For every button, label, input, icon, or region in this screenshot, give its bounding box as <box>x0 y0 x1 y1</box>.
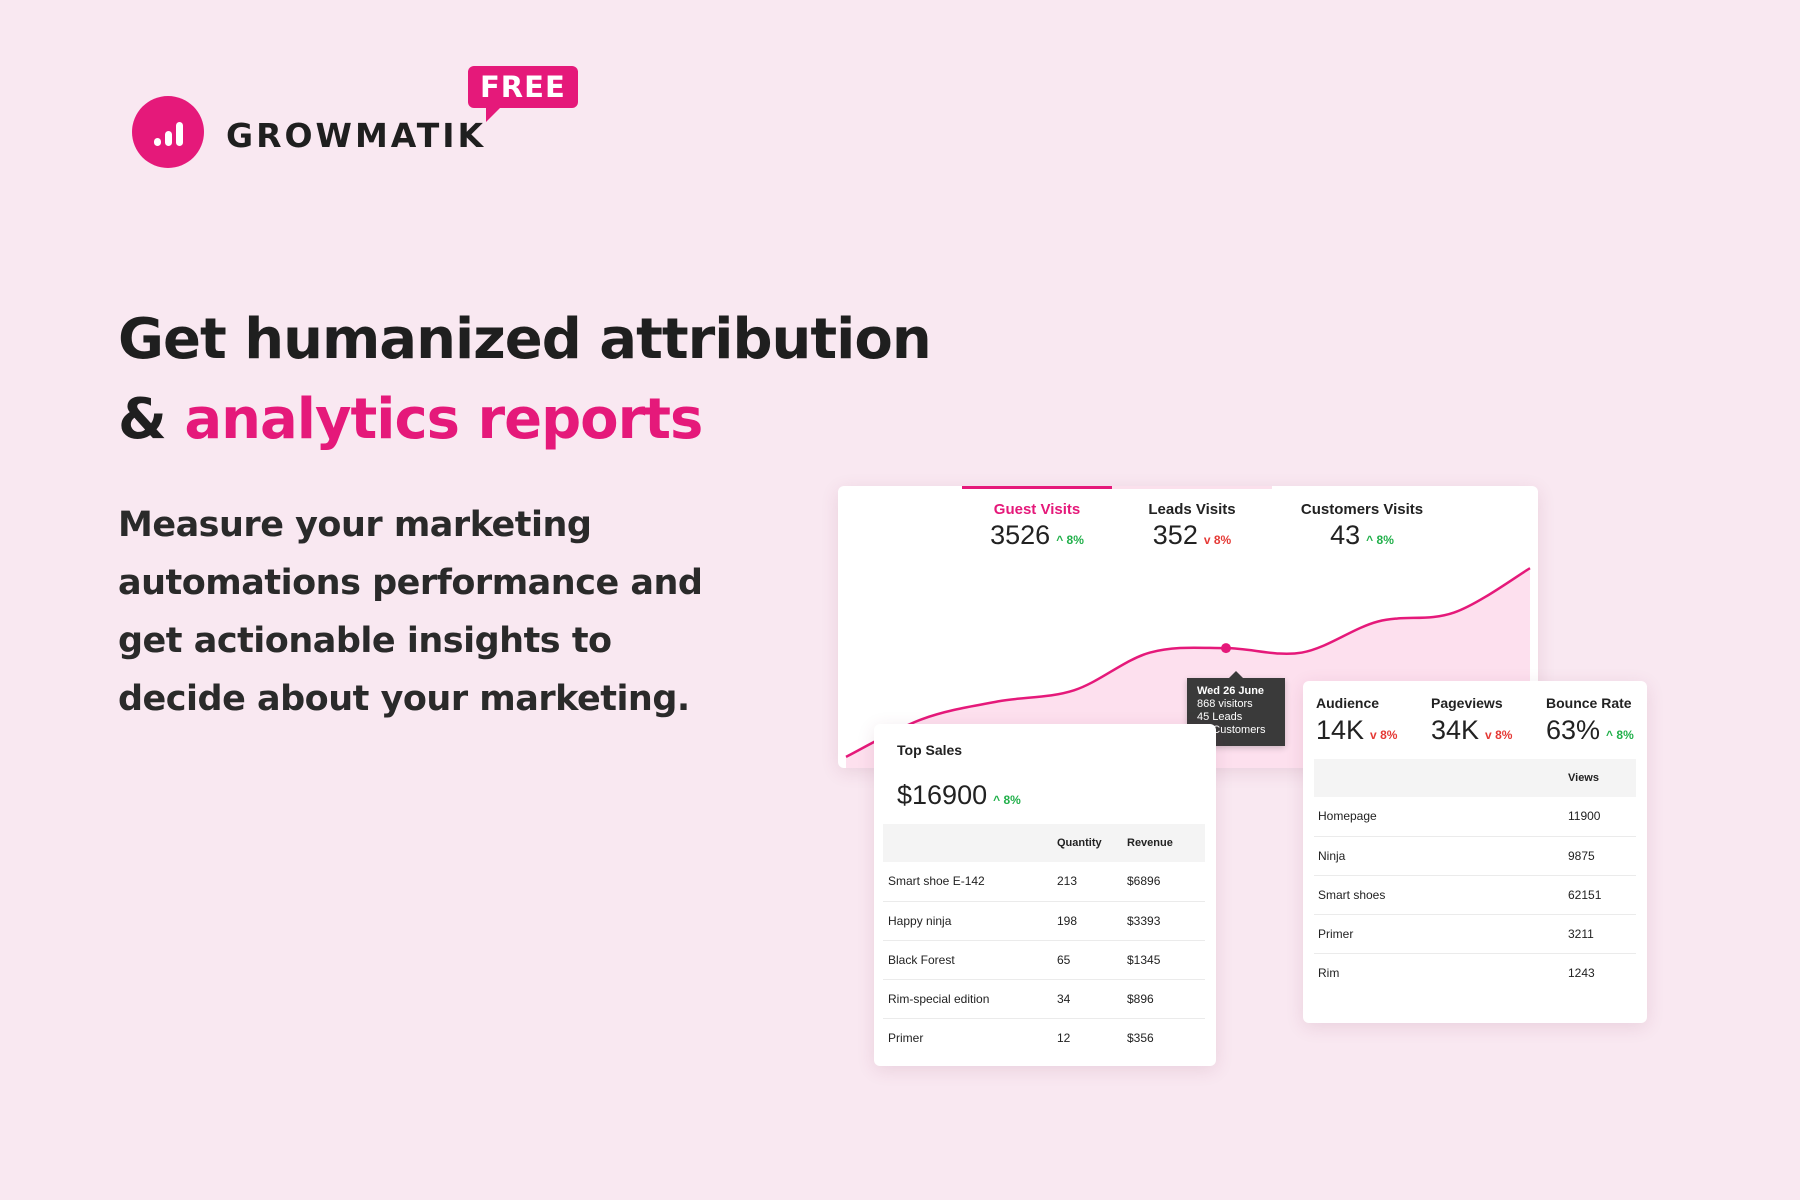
page-cell: Primer <box>1314 913 1568 953</box>
tab-value: 43 <box>1330 520 1361 550</box>
tooltip-visitors: 868 visitors <box>1197 698 1253 710</box>
delta-down-icon: v 8% <box>1370 728 1398 742</box>
column-header <box>883 824 1057 862</box>
tab-label: Guest Visits <box>993 501 1081 518</box>
sales-total-value: $16900 <box>897 780 988 810</box>
column-header-views: Views <box>1568 772 1599 784</box>
views-cell: 11900 <box>1568 809 1601 824</box>
column-header <box>1314 759 1568 797</box>
free-badge: FREE <box>468 66 578 122</box>
quantity-cell: 34 <box>1057 978 1127 1018</box>
product-cell: Black Forest <box>883 939 1057 979</box>
table-row[interactable]: Smart shoes 62151 <box>1314 874 1636 914</box>
tooltip-leads: 45 Leads <box>1197 711 1243 723</box>
top-sales-title: Top Sales <box>897 742 963 758</box>
revenue-cell: $1345 <box>1127 939 1205 979</box>
headline-accent: analytics reports <box>184 387 703 452</box>
top-sales-table: Quantity Revenue Smart shoe E-142 213 $6… <box>883 824 1205 1057</box>
delta-up-icon: ^ 8% <box>1606 728 1634 742</box>
delta-down-icon: v 8% <box>1485 728 1513 742</box>
kpi-value: 14K <box>1316 715 1365 745</box>
tab-guest-visits[interactable]: Guest Visits 3526 ^ 8% <box>962 486 1112 576</box>
headline-line1: Get humanized attribution <box>118 307 932 372</box>
table-row[interactable]: Primer 12 $356 <box>883 1017 1205 1057</box>
pageviews-table: Views Homepage 11900 Ninja 9875 Smart sh… <box>1314 759 1636 992</box>
product-cell: Happy ninja <box>883 900 1057 940</box>
bar-chart-icon <box>132 96 204 168</box>
tab-customers-visits[interactable]: Customers Visits 43 ^ 8% <box>1272 486 1452 576</box>
table-row[interactable]: Black Forest 65 $1345 <box>883 939 1205 979</box>
table-row[interactable]: Smart shoe E-142 213 $6896 <box>883 862 1205 901</box>
views-cell: 9875 <box>1568 835 1636 875</box>
views-cell: 62151 <box>1568 874 1636 914</box>
top-sales-total: $16900 ^ 8% <box>897 780 1021 811</box>
tooltip-date: Wed 26 June <box>1197 685 1265 697</box>
kpi-label: Pageviews <box>1431 695 1503 711</box>
views-cell: 3211 <box>1568 913 1636 953</box>
table-row[interactable]: Ninja 9875 <box>1314 835 1636 875</box>
headline-amp: & <box>118 387 167 452</box>
quantity-cell: 12 <box>1057 1017 1127 1057</box>
page-cell: Smart shoes <box>1314 874 1568 914</box>
table-row[interactable]: Rim-special edition 34 $896 <box>883 978 1205 1018</box>
delta-up-icon: ^ 8% <box>993 793 1021 807</box>
views-cell: 1243 <box>1568 952 1636 992</box>
tab-label: Customers Visits <box>1300 501 1424 518</box>
chart-series-line <box>845 567 1531 759</box>
column-header-revenue: Revenue <box>1127 837 1173 849</box>
brand-logo[interactable]: GROWMATIK <box>132 96 486 168</box>
kpi-audience[interactable]: Audience 14K v 8% <box>1316 695 1397 746</box>
kpi-pageviews[interactable]: Pageviews 34K v 8% <box>1431 695 1512 746</box>
tab-label: Leads Visits <box>1148 501 1236 518</box>
revenue-cell: $3393 <box>1127 900 1205 940</box>
quantity-cell: 65 <box>1057 939 1127 979</box>
visits-tabs: Guest Visits 3526 ^ 8% Leads Visits 352 v … <box>838 486 1538 576</box>
revenue-cell: $896 <box>1127 978 1205 1018</box>
kpi-label: Bounce Rate <box>1546 695 1632 711</box>
hero-subtext: Measure your marketing automations perfo… <box>118 505 703 719</box>
table-row[interactable]: Happy ninja 198 $3393 <box>883 900 1205 940</box>
kpi-value: 63% <box>1546 715 1601 745</box>
page-cell: Rim <box>1314 952 1568 992</box>
column-header-quantity: Quantity <box>1057 837 1102 849</box>
table-row[interactable]: Primer 3211 <box>1314 913 1636 953</box>
delta-down-icon: v 8% <box>1203 533 1232 547</box>
page-cell: Homepage <box>1318 809 1377 824</box>
top-sales-card: Top Sales $16900 ^ 8% Quantity Revenue Sm… <box>874 724 1216 1066</box>
delta-up-icon: ^ 8% <box>1366 533 1394 547</box>
table-row[interactable]: Rim 1243 <box>1314 952 1636 992</box>
tab-value: 3526 <box>990 520 1051 550</box>
chart-point-highlight[interactable] <box>1221 643 1231 654</box>
brand-name: GROWMATIK <box>226 115 487 155</box>
product-cell: Primer <box>883 1017 1057 1057</box>
delta-up-icon: ^ 8% <box>1056 533 1084 547</box>
table-header-row: Views <box>1314 759 1636 797</box>
audience-card: Audience 14K v 8% Pageviews 34K v 8% Bounc… <box>1303 681 1647 1023</box>
audience-kpis: Audience 14K v 8% Pageviews 34K v 8% Bounc… <box>1303 695 1647 755</box>
revenue-cell: $356 <box>1127 1017 1205 1057</box>
product-cell: Smart shoe E-142 <box>888 874 985 889</box>
table-header-row: Quantity Revenue <box>883 824 1205 862</box>
headline: Get humanized attribution & analytics re… <box>118 300 932 460</box>
table-row[interactable]: Homepage 11900 <box>1314 797 1636 836</box>
revenue-cell: $6896 <box>1127 874 1161 889</box>
quantity-cell: 213 <box>1057 874 1078 889</box>
kpi-bounce-rate[interactable]: Bounce Rate 63% ^ 8% <box>1546 695 1634 746</box>
tab-value: 352 <box>1152 520 1198 550</box>
quantity-cell: 198 <box>1057 900 1127 940</box>
kpi-value: 34K <box>1431 715 1480 745</box>
product-cell: Rim-special edition <box>883 978 1057 1018</box>
kpi-label: Audience <box>1316 695 1380 711</box>
page-cell: Ninja <box>1314 835 1568 875</box>
tab-leads-visits[interactable]: Leads Visits 352 v 8% <box>1112 486 1272 576</box>
